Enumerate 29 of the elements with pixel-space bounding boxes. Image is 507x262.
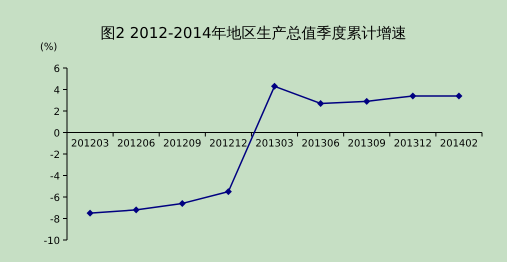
chart-title: 图2 2012-2014年地区生产总值季度累计增速 <box>100 24 407 42</box>
point <box>224 188 232 196</box>
y-tick-label: 0 <box>54 128 60 140</box>
point <box>409 92 416 100</box>
point <box>363 98 370 105</box>
y-tick-label: 4 <box>54 86 60 96</box>
y-tick-label: -8 <box>50 214 60 226</box>
point <box>86 210 94 217</box>
x-tick-label: 201306 <box>302 138 340 150</box>
x-tick-label: 201312 <box>394 138 432 150</box>
y-tick-label: -10 <box>44 236 60 247</box>
point <box>455 92 462 100</box>
point <box>178 200 186 207</box>
point <box>271 82 278 90</box>
point <box>132 206 140 214</box>
x-tick-label: 201209 <box>163 138 202 150</box>
y-axis-title: (%) <box>40 42 58 53</box>
x-tick-label: 201303 <box>255 138 294 150</box>
x-tick-label: 201309 <box>348 138 386 150</box>
point <box>317 100 324 107</box>
x-tick-label: 201212 <box>209 138 248 150</box>
y-tick-label: 2 <box>54 107 60 118</box>
x-tick-label: 201402 <box>440 138 478 150</box>
y-tick-label: -4 <box>50 172 60 182</box>
y-tick-label: 6 <box>54 64 60 75</box>
x-tick-label: 201206 <box>117 138 156 150</box>
x-tick-label: 201203 <box>70 138 110 150</box>
y-tick-label: -6 <box>50 193 60 204</box>
y-tick-label: -2 <box>50 150 60 161</box>
